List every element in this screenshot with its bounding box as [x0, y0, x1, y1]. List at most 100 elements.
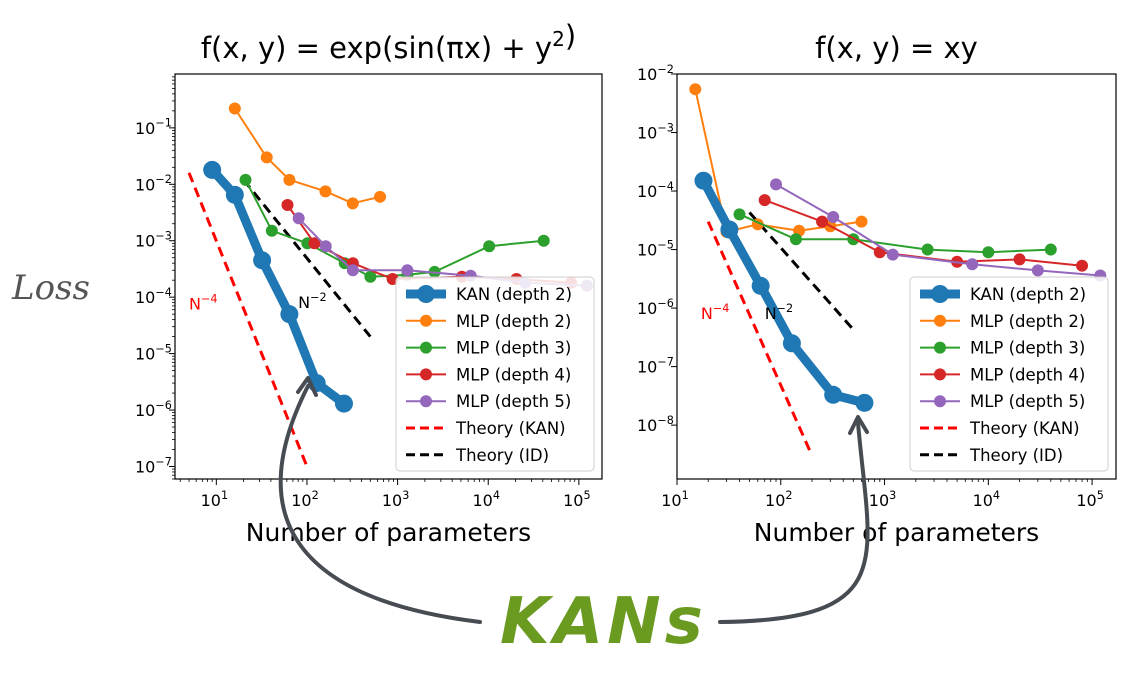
legend-marker-mlp-depth-5 [934, 395, 946, 408]
data-point-kan-depth-2 [782, 334, 801, 353]
data-point-mlp-depth-5 [827, 211, 840, 224]
series-line-kan-depth-2 [699, 176, 869, 408]
y-tick-label: 10−3 [135, 230, 172, 251]
series-line-mlp-depth-4 [763, 199, 1083, 267]
slope-annotation: N−4 [189, 292, 217, 313]
data-point-mlp-depth-5 [319, 240, 332, 253]
plot-area [187, 102, 593, 468]
plot-frame [676, 73, 1117, 480]
y-tick-label: 10−7 [637, 355, 674, 376]
data-point-mlp-depth-3 [364, 270, 377, 283]
series-theory-id [748, 211, 855, 331]
slope-annotation: N−4 [701, 302, 729, 323]
series-mlp-depth-2 [228, 102, 387, 210]
y-tick-label: 10−4 [637, 180, 674, 201]
data-point-mlp-depth-3 [537, 234, 550, 247]
y-tick-label: 10−5 [135, 342, 172, 363]
data-point-kan-depth-2 [824, 385, 843, 404]
data-point-mlp-depth-3 [1044, 243, 1057, 256]
legend-marker-mlp-depth-3 [934, 341, 946, 354]
series-line-theory-id [748, 211, 855, 331]
legend-marker-mlp-depth-2 [420, 314, 432, 327]
series-line-mlp-depth-5 [775, 183, 1102, 277]
data-point-mlp-depth-2 [689, 83, 702, 96]
x-tick-label: 104 [973, 489, 1000, 510]
series-line-theory-id [242, 178, 372, 338]
y-tick-label: 10−4 [135, 286, 172, 307]
x-tick-label: 102 [291, 489, 318, 510]
data-point-mlp-depth-5 [886, 248, 899, 261]
series-line-mlp-depth-5 [297, 217, 588, 287]
data-point-mlp-depth-5 [346, 264, 359, 277]
data-point-mlp-depth-4 [281, 198, 294, 211]
legend-marker-mlp-depth-3 [420, 341, 432, 354]
legend-marker-mlp-depth-4 [934, 368, 946, 381]
chart-panel-2: f(x, y) = xy 101 102 103 104 105 10−8 10−7 10−6 1… [637, 31, 1117, 547]
data-point-mlp-depth-3 [921, 243, 934, 256]
chart-title: f(x, y) = exp(sin(πx) + y2) [201, 19, 576, 65]
legend: KAN (depth 2) MLP (depth 2) MLP (depth 3) M… [395, 276, 595, 472]
x-tick-label: 101 [201, 489, 228, 510]
data-point-mlp-depth-4 [816, 215, 829, 228]
data-point-mlp-depth-3 [982, 246, 995, 259]
series-line-theory-kan [706, 220, 814, 457]
series-kan-depth-2 [694, 171, 874, 412]
legend-marker-mlp-depth-4 [420, 368, 432, 381]
x-tick-label: 103 [382, 489, 409, 510]
data-point-mlp-depth-2 [283, 173, 296, 186]
legend-label: MLP (depth 2) [456, 312, 571, 331]
series-line-kan-depth-2 [207, 165, 349, 409]
data-point-mlp-depth-3 [733, 208, 746, 221]
legend-label: Theory (KAN) [969, 419, 1080, 438]
data-point-mlp-depth-4 [758, 194, 771, 207]
data-point-mlp-depth-5 [966, 258, 979, 271]
legend-label: Theory (ID) [969, 446, 1063, 465]
y-tick-label: 10−6 [637, 297, 674, 318]
data-point-mlp-depth-5 [770, 178, 783, 191]
series-mlp-depth-2 [689, 83, 868, 238]
y-tick-label: 10−3 [637, 121, 674, 142]
slope-annotation: N−2 [298, 291, 326, 312]
legend-label: KAN (depth 2) [456, 285, 572, 304]
x-tick-label: 101 [661, 489, 688, 510]
chart-panel-1: f(x, y) = exp(sin(πx) + y2) 101 102 103 104 1… [135, 19, 603, 547]
x-tick-label: 102 [765, 489, 792, 510]
x-tick-label: 103 [869, 489, 896, 510]
data-point-mlp-depth-2 [260, 151, 273, 164]
arrow-to-left-kan [278, 384, 482, 624]
series-line-mlp-depth-2 [233, 107, 381, 205]
data-point-kan-depth-2 [334, 394, 353, 413]
y-tick-label: 10−8 [637, 414, 674, 435]
data-point-mlp-depth-2 [855, 215, 868, 228]
data-point-kan-depth-2 [855, 393, 874, 412]
data-point-kan-depth-2 [253, 251, 272, 270]
legend-label: KAN (depth 2) [970, 285, 1086, 304]
data-point-kan-depth-2 [751, 276, 770, 295]
legend-label: Theory (KAN) [455, 419, 566, 438]
data-point-mlp-depth-3 [789, 233, 802, 246]
data-point-mlp-depth-5 [1031, 264, 1044, 277]
x-tick-label: 104 [472, 489, 499, 510]
y-tick-label: 10−7 [135, 455, 172, 476]
series-line-mlp-depth-3 [244, 178, 545, 278]
data-point-mlp-depth-2 [346, 197, 359, 210]
legend-marker-mlp-depth-2 [934, 314, 946, 327]
data-point-mlp-depth-2 [374, 190, 387, 203]
arrowhead-left [296, 376, 318, 397]
arrow-to-right-kan [718, 421, 870, 624]
y-tick-label: 10−6 [135, 399, 172, 420]
data-point-kan-depth-2 [203, 160, 222, 179]
legend-label: MLP (depth 5) [970, 392, 1085, 411]
data-point-kan-depth-2 [280, 305, 299, 324]
legend-label: MLP (depth 4) [970, 365, 1085, 384]
y-tick-label: 10−2 [637, 63, 674, 84]
x-tick-label: 105 [1076, 489, 1103, 510]
legend-label: MLP (depth 2) [970, 312, 1085, 331]
series-theory-id [242, 178, 372, 338]
series-theory-kan [706, 220, 814, 457]
loss-axis-label: Loss [12, 268, 90, 308]
y-tick-label: 10−2 [135, 173, 172, 194]
x-axis-label: Number of parameters [754, 518, 1039, 547]
plot-area [689, 83, 1107, 457]
